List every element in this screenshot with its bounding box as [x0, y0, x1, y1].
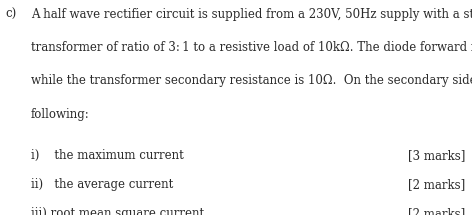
Text: [2 marks]: [2 marks] [408, 207, 465, 215]
Text: [3 marks]: [3 marks] [407, 149, 465, 162]
Text: A half wave rectifier circuit is supplied from a 230V, 50Hz supply with a step-d: A half wave rectifier circuit is supplie… [31, 8, 472, 20]
Text: following:: following: [31, 108, 89, 120]
Text: while the transformer secondary resistance is 10Ω.  On the secondary side, calcu: while the transformer secondary resistan… [31, 74, 472, 87]
Text: iii) root mean square current: iii) root mean square current [31, 207, 204, 215]
Text: i)    the maximum current: i) the maximum current [31, 149, 184, 162]
Text: c): c) [6, 8, 17, 20]
Text: transformer of ratio of 3: 1 to a resistive load of 10kΩ. The diode forward resi: transformer of ratio of 3: 1 to a resist… [31, 41, 472, 54]
Text: ii)   the average current: ii) the average current [31, 178, 173, 191]
Text: [2 marks]: [2 marks] [408, 178, 465, 191]
